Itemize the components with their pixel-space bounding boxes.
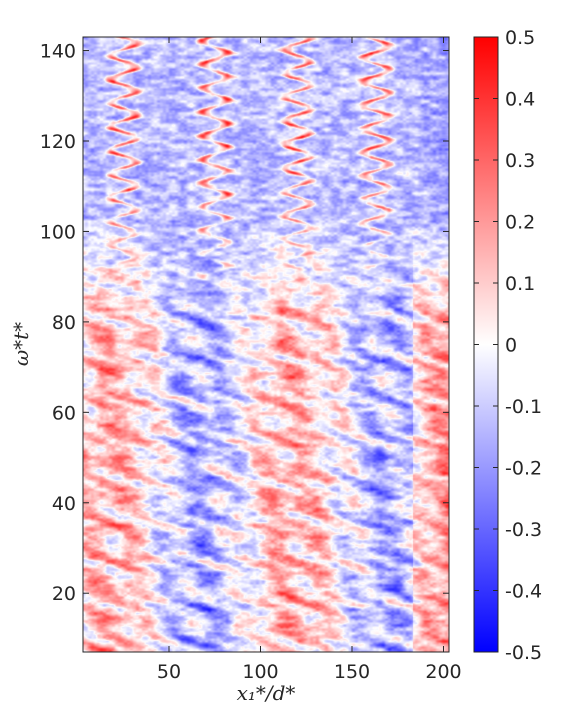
- x-tick-label: 50: [157, 661, 181, 683]
- colorbar-tick-label: -0.4: [505, 581, 542, 603]
- colorbar-tick-label: 0: [505, 335, 517, 357]
- colorbar-tick-label: 0.1: [505, 273, 535, 295]
- x-tick-label: 100: [242, 661, 278, 683]
- y-tick-label: 120: [40, 131, 76, 153]
- colorbar-tick-label: -0.1: [505, 396, 542, 418]
- y-tick-label: 80: [52, 312, 76, 334]
- colorbar-tick-label: 0.3: [505, 150, 535, 172]
- y-tick-label: 20: [52, 583, 76, 605]
- y-axis: 20 40 60 80 100 120 140: [40, 41, 449, 605]
- colorbar-tick-label: 0.4: [505, 89, 535, 111]
- x-axis: 50 100 150 200: [157, 37, 462, 683]
- y-axis-label: ω*t*: [9, 322, 33, 366]
- y-tick-label: 40: [52, 493, 76, 515]
- y-tick-label: 100: [40, 221, 76, 243]
- colorbar-tick-label: 0.2: [505, 212, 535, 234]
- y-tick-label: 60: [52, 402, 76, 424]
- colorbar-tick-label: -0.2: [505, 458, 542, 480]
- plot-area: [82, 36, 450, 653]
- x-tick-label: 200: [425, 661, 461, 683]
- colorbar-tick-label: -0.3: [505, 519, 542, 541]
- x-tick-label: 150: [334, 661, 370, 683]
- heatmap-field: [83, 37, 449, 652]
- colorbar-ticks: 0.5 0.4 0.3 0.2 0.1 0 -0.1 -0.2 -0.3 -0.4 -0.5: [474, 27, 542, 664]
- plot-frame: [82, 36, 450, 653]
- colorbar-tick-label: -0.5: [505, 642, 542, 664]
- colorbar-tick-label: 0.5: [505, 27, 535, 49]
- colorbar: 0.5 0.4 0.3 0.2 0.1 0 -0.1 -0.2 -0.3 -0.4 -0.5: [473, 27, 542, 664]
- y-tick-label: 140: [40, 41, 76, 63]
- x-axis-label: x₁*/d*: [237, 681, 296, 705]
